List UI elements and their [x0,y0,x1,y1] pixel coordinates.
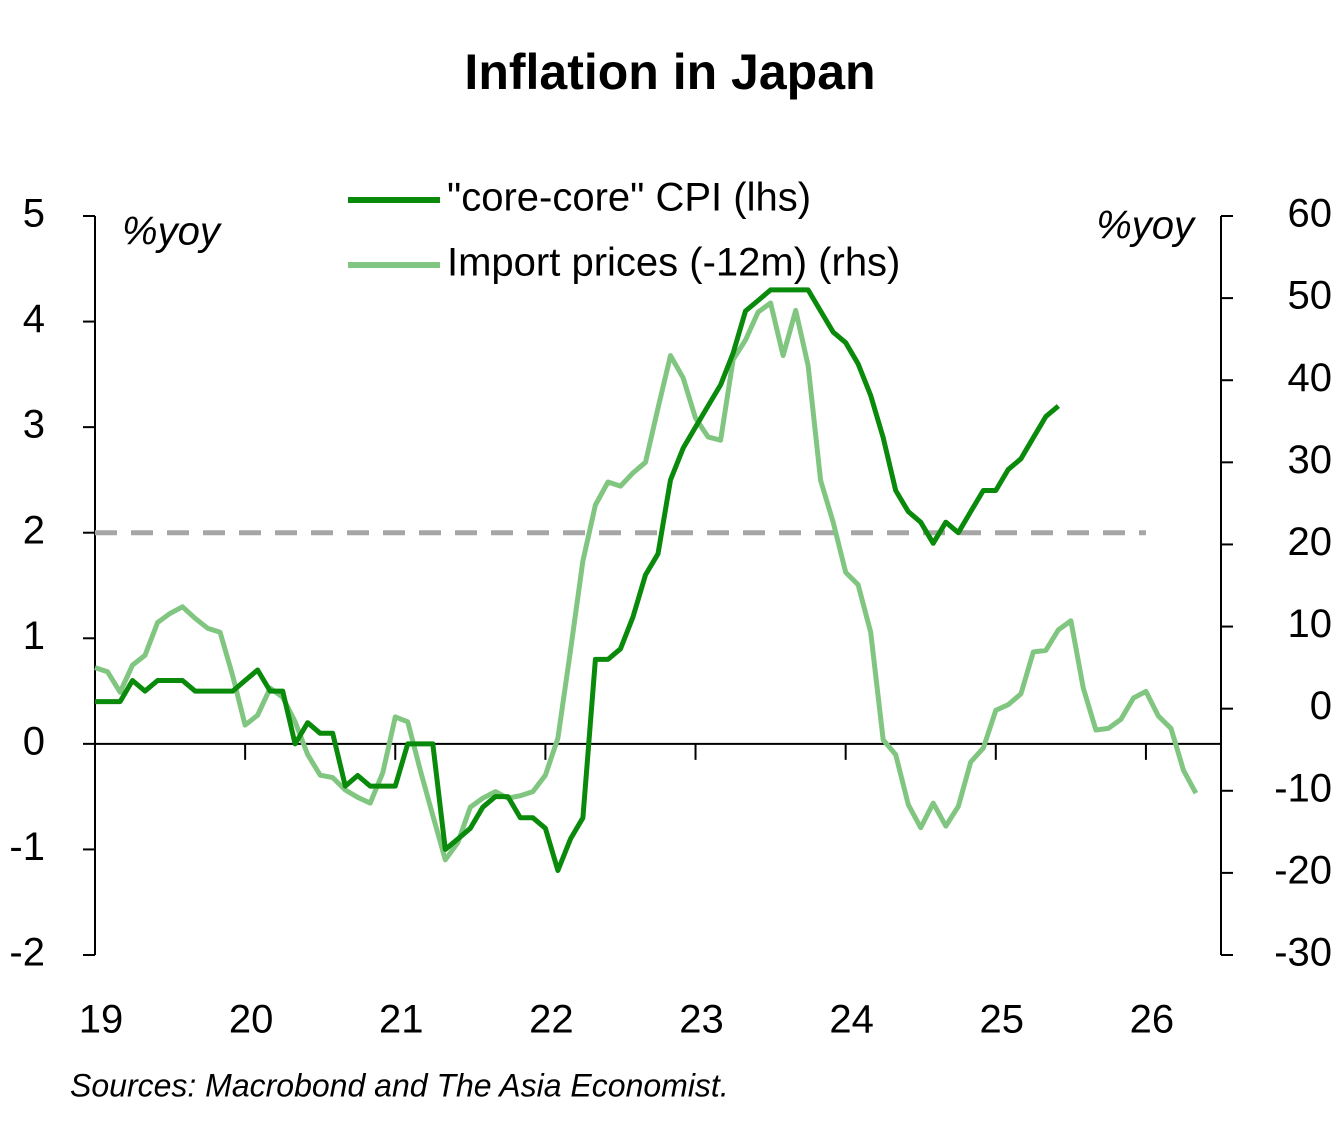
chart-title: Inflation in Japan [464,44,875,100]
y-axis-label: %yoy [122,210,223,254]
y-tick-label: 1 [23,614,45,658]
x-tick-label: 19 [79,998,124,1042]
y2-tick-label: 50 [1288,274,1333,318]
x-tick-label: 25 [980,998,1025,1042]
y2-tick-label: 60 [1288,192,1333,236]
y-tick-label: -2 [9,931,45,975]
y-tick-label: 2 [23,508,45,552]
y2-tick-label: -30 [1274,931,1332,975]
x-tick-label: 21 [379,998,424,1042]
y-tick-label: 3 [23,403,45,447]
y-tick-label: 4 [23,297,45,341]
y2-tick-label: 30 [1288,438,1333,482]
y2-tick-label: -10 [1274,766,1332,810]
y-tick-label: 0 [23,719,45,763]
legend-label: "core-core" CPI (lhs) [447,176,811,220]
y2-tick-label: -20 [1274,848,1332,892]
source-note: Sources: Macrobond and The Asia Economis… [70,1067,729,1103]
y2-axis-label: %yoy [1096,204,1197,248]
data-line [95,287,1061,873]
x-tick-label: 22 [529,998,574,1042]
y2-tick-label: 0 [1310,684,1332,728]
x-tick-label: 24 [829,998,874,1042]
legend-label: Import prices (-12m) (rhs) [447,241,900,285]
x-tick-label: 20 [229,998,274,1042]
y2-tick-label: 10 [1288,602,1333,646]
data-line [94,300,1199,863]
y2-tick-label: 40 [1288,356,1333,400]
y2-tick-label: 20 [1288,520,1333,564]
x-tick-label: 23 [679,998,724,1042]
y-tick-label: -1 [9,825,45,869]
x-tick-label: 26 [1130,998,1175,1042]
y-tick-label: 5 [23,192,45,236]
